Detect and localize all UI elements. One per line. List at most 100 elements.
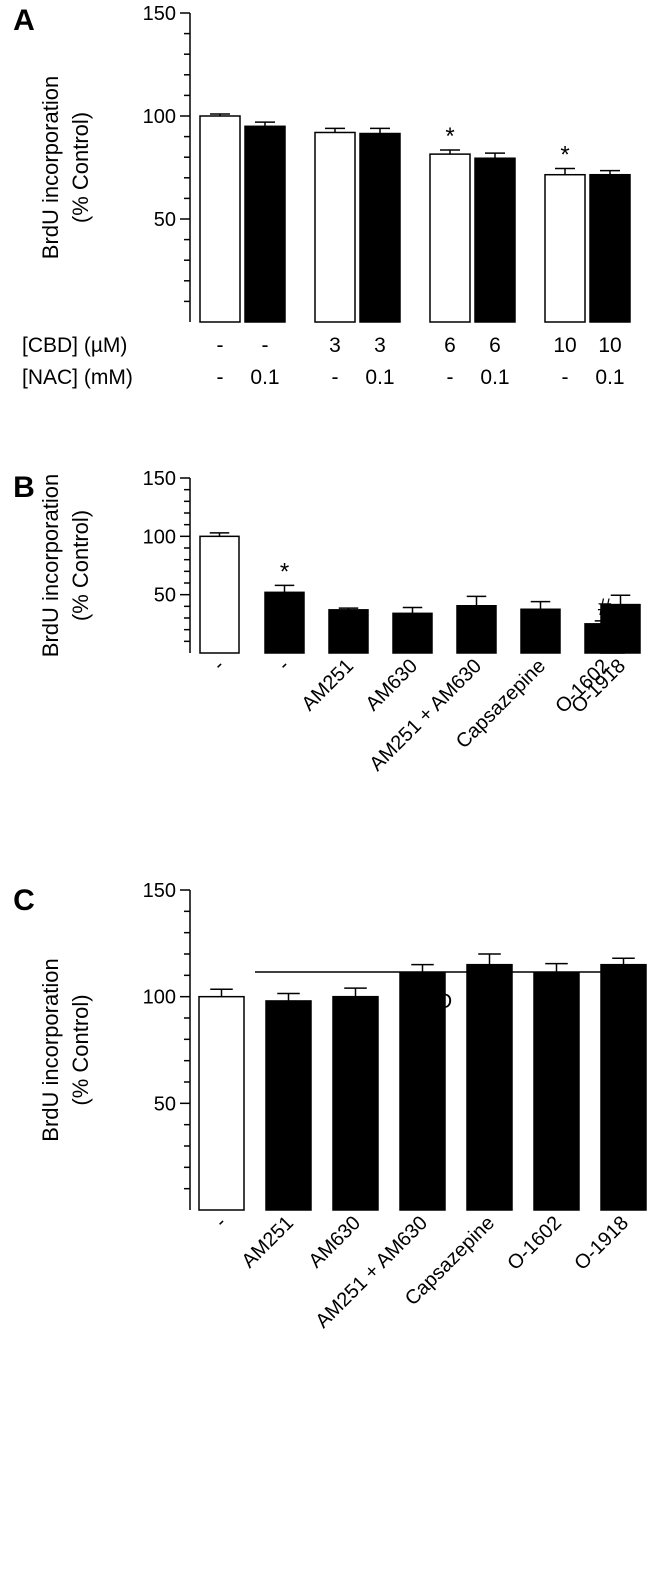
bar — [466, 963, 513, 1211]
row-value: 0.1 — [595, 366, 624, 389]
significance-marker: * — [560, 142, 569, 169]
y-tick-label: 100 — [143, 106, 176, 128]
category-label: - — [274, 655, 294, 675]
category-label: - — [209, 655, 229, 675]
significance-marker: * — [280, 558, 289, 585]
y-tick-label: 150 — [143, 880, 176, 902]
row-value: 3 — [374, 334, 386, 357]
bar-group — [474, 152, 516, 323]
y-tick-label: 100 — [143, 526, 176, 548]
bar — [332, 995, 379, 1211]
row-value: 0.1 — [250, 366, 279, 389]
bar-group — [466, 953, 513, 1211]
bar-group — [392, 606, 433, 654]
row-value: 6 — [444, 334, 456, 357]
bar-group — [533, 962, 580, 1211]
bar-group — [456, 595, 497, 654]
bar — [199, 115, 241, 323]
bar-group — [314, 127, 356, 323]
panel-letter: C — [13, 884, 35, 917]
row-value: 6 — [489, 334, 501, 357]
y-axis-label: BrdU incorporation (% Control) — [38, 76, 93, 259]
row-value: - — [217, 334, 224, 357]
bar-group — [328, 607, 369, 654]
panel-letter: B — [13, 471, 35, 504]
panel-a: A 50 100 150 BrdU incorporation (% Control) * *… — [13, 3, 631, 389]
bar — [544, 173, 586, 323]
bar — [474, 157, 516, 323]
y-tick-label: 50 — [154, 585, 176, 607]
y-tick-label: 50 — [154, 209, 176, 231]
y-axis-label: BrdU incorporation (% Control) — [38, 474, 93, 657]
row-value: 0.1 — [365, 366, 394, 389]
row-label: [NAC] (mM) — [22, 366, 133, 389]
category-label: AM251 — [298, 655, 358, 715]
bar — [399, 972, 446, 1211]
significance-marker: * — [445, 123, 454, 150]
bar — [265, 1000, 312, 1211]
bar-group — [199, 113, 241, 323]
bar-group — [199, 532, 240, 654]
row-value: 10 — [553, 334, 576, 357]
y-label-line1: BrdU incorporation — [38, 474, 63, 657]
bar — [392, 612, 433, 654]
row-value: - — [262, 334, 269, 357]
bar-group — [589, 169, 631, 323]
category-label: AM251 — [238, 1212, 298, 1272]
category-label: O-1602 — [503, 1212, 566, 1275]
y-tick-label: 150 — [143, 468, 176, 490]
bar — [589, 173, 631, 323]
category-label: AM630 — [305, 1212, 365, 1272]
bar — [199, 535, 240, 654]
bar-group: * — [429, 123, 471, 323]
row-value: - — [447, 366, 454, 389]
bar-group — [244, 121, 286, 323]
bar — [600, 603, 641, 654]
category-label: O-1918 — [570, 1212, 633, 1275]
category-label: AM630 — [362, 655, 422, 715]
category-label: AM251 + AM630 — [366, 655, 487, 776]
bar — [264, 591, 305, 654]
row-value: 3 — [329, 334, 341, 357]
row-value: - — [332, 366, 339, 389]
bar — [328, 609, 369, 654]
bar — [429, 153, 471, 323]
bar — [359, 132, 401, 323]
bar — [244, 125, 286, 323]
y-tick-label: 100 — [143, 987, 176, 1009]
row-value: 10 — [598, 334, 621, 357]
y-label-line2: (% Control) — [68, 112, 93, 223]
bar — [198, 995, 245, 1211]
y-axis-label: BrdU incorporation (% Control) — [38, 958, 93, 1141]
y-label-line1: BrdU incorporation — [38, 76, 63, 259]
bar-group — [600, 594, 641, 654]
bar-group — [399, 963, 446, 1211]
category-label: - — [211, 1212, 231, 1232]
y-tick-label: 150 — [143, 3, 176, 25]
bar — [456, 605, 497, 654]
y-label-line2: (% Control) — [68, 510, 93, 621]
bar — [533, 972, 580, 1211]
bar-group — [265, 992, 312, 1211]
y-label-line2: (% Control) — [68, 994, 93, 1105]
bar-group: * — [544, 142, 586, 323]
bar-group — [359, 127, 401, 323]
bar-group — [600, 957, 647, 1211]
y-label-line1: BrdU incorporation — [38, 958, 63, 1141]
y-tick-label: 50 — [154, 1093, 176, 1115]
bar-group: * — [264, 558, 305, 654]
row-value: - — [217, 366, 224, 389]
category-label: AM251 + AM630 — [312, 1212, 433, 1333]
panel-letter: A — [13, 4, 35, 37]
bar — [600, 963, 647, 1211]
row-label: [CBD] (µM) — [22, 334, 127, 357]
bar — [520, 608, 561, 654]
row-value: - — [562, 366, 569, 389]
bar — [314, 131, 356, 323]
bar-group — [198, 988, 245, 1211]
row-value: 0.1 — [480, 366, 509, 389]
bar-group — [332, 987, 379, 1211]
